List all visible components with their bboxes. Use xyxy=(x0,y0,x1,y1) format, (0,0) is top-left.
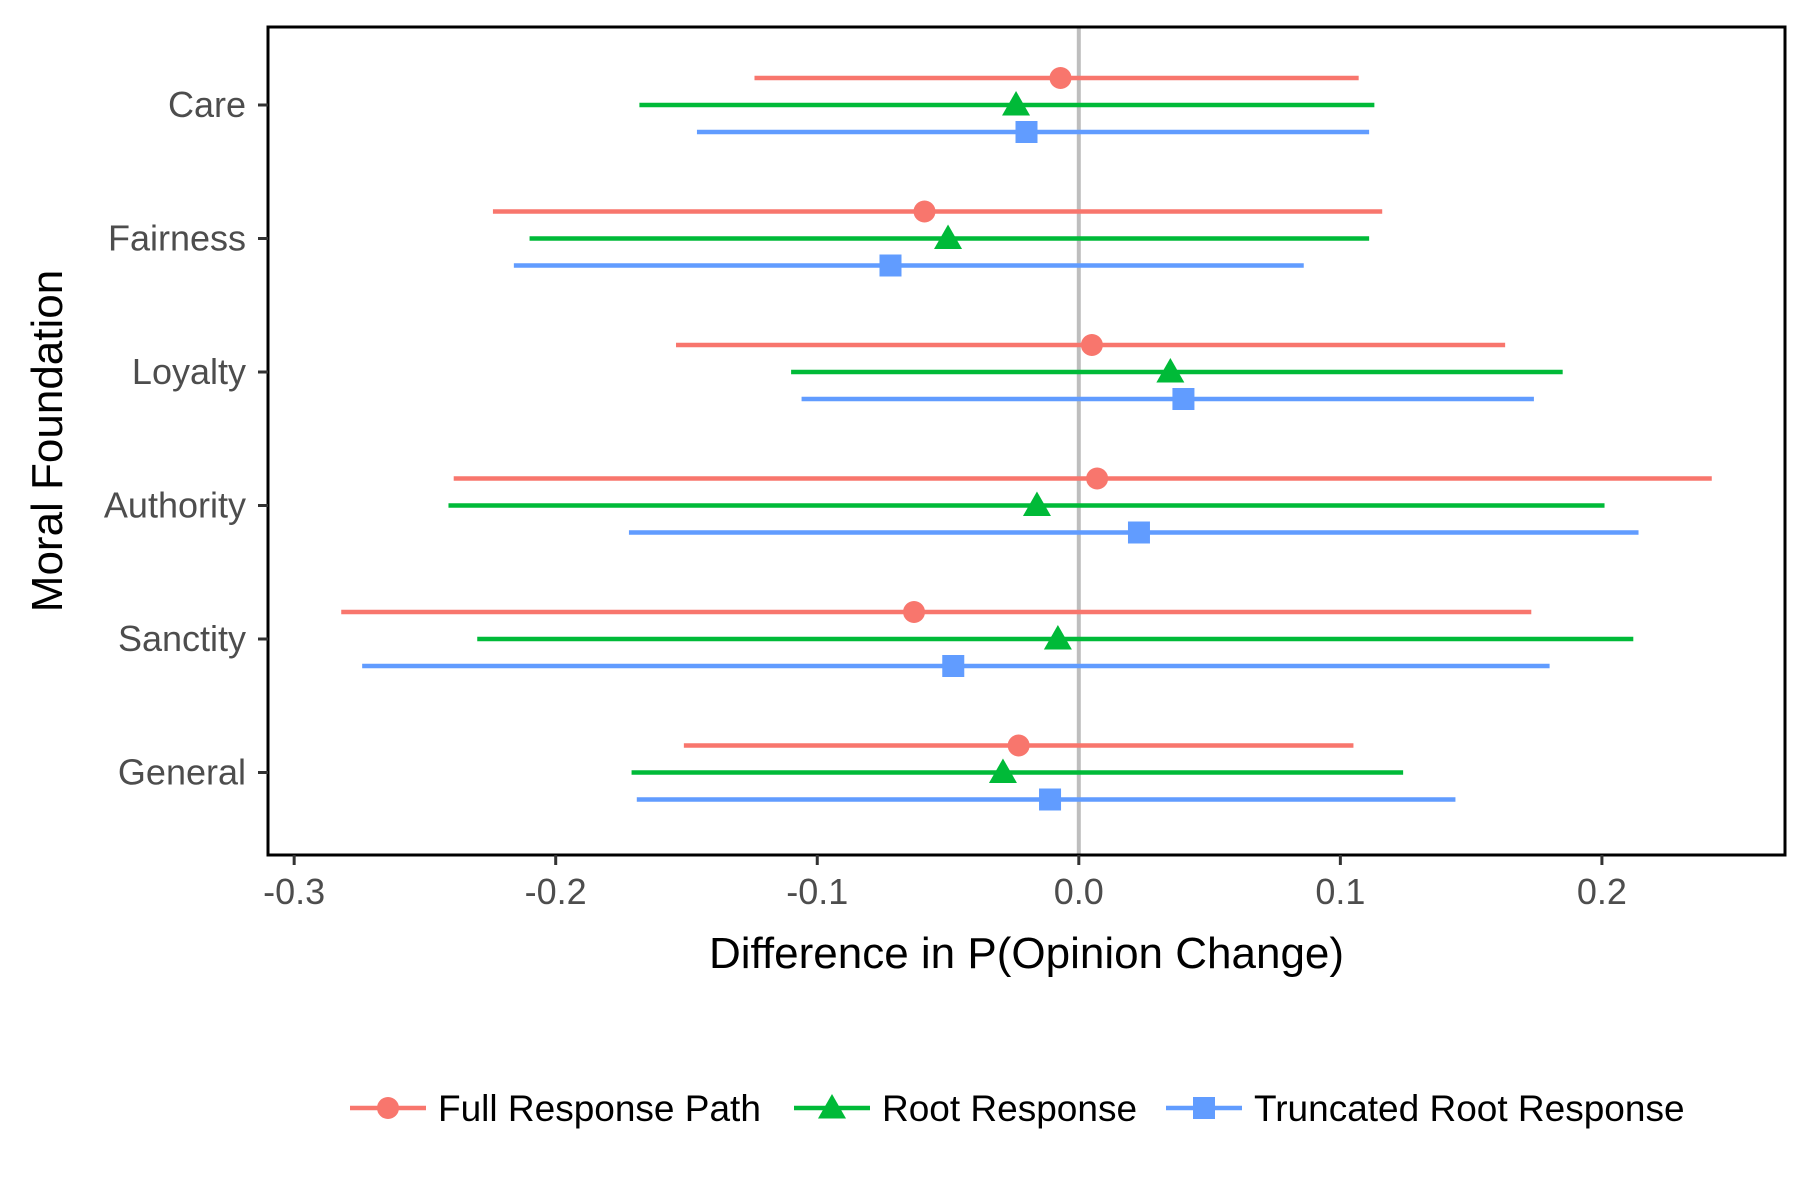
point-square xyxy=(942,655,965,677)
legend-label: Full Response Path xyxy=(438,1088,761,1129)
x-tick-label: -0.1 xyxy=(786,871,848,912)
y-tick-label: General xyxy=(118,752,246,793)
series-triangle xyxy=(448,91,1634,783)
point-circle xyxy=(1007,734,1030,757)
y-tick-label: Loyalty xyxy=(132,351,246,392)
point-square xyxy=(1172,388,1195,410)
x-tick-label: 0.2 xyxy=(1577,871,1627,912)
series-circle xyxy=(341,67,1712,757)
legend: Full Response Path Root Response Truncated… xyxy=(350,1088,1685,1129)
point-circle xyxy=(1049,67,1072,89)
point-circle xyxy=(1086,467,1109,490)
x-tick-label: 0.0 xyxy=(1054,871,1104,912)
series-square xyxy=(362,121,1639,811)
point-square xyxy=(1127,521,1150,544)
point-circle xyxy=(913,200,936,223)
point-square xyxy=(1015,121,1038,143)
point-circle xyxy=(903,601,926,623)
x-tick-label: -0.2 xyxy=(525,871,587,912)
point-triangle xyxy=(1022,491,1051,516)
point-triangle xyxy=(818,1094,846,1119)
y-tick-label: Authority xyxy=(104,485,246,526)
y-tick-label: Care xyxy=(168,84,246,125)
x-axis-title: Difference in P(Opinion Change) xyxy=(709,929,1344,978)
series-layer xyxy=(341,67,1712,811)
x-tick-label: -0.3 xyxy=(263,871,325,912)
point-triangle xyxy=(988,758,1017,783)
point-square xyxy=(1039,788,1062,811)
plot-panel-border xyxy=(266,25,1787,857)
point-circle xyxy=(1080,334,1103,356)
y-tick-label: Fairness xyxy=(108,218,246,259)
y-tick-label: Sanctity xyxy=(118,618,246,659)
point-triangle xyxy=(1156,358,1185,383)
y-axis-title: Moral Foundation xyxy=(23,270,72,612)
point-triangle xyxy=(1002,91,1031,116)
x-axis: -0.3 -0.2 -0.1 0.0 0.1 0.2 xyxy=(263,855,1627,912)
x-tick-label: 0.1 xyxy=(1315,871,1365,912)
point-square xyxy=(1193,1097,1215,1119)
legend-label: Root Response xyxy=(882,1088,1137,1129)
point-triangle xyxy=(1043,625,1072,650)
point-square xyxy=(879,254,902,277)
legend-label: Truncated Root Response xyxy=(1254,1088,1685,1129)
point-circle xyxy=(377,1097,399,1119)
y-axis: Care Fairness Loyalty Authority Sanctity Gene… xyxy=(104,84,268,793)
point-triangle xyxy=(934,224,963,249)
